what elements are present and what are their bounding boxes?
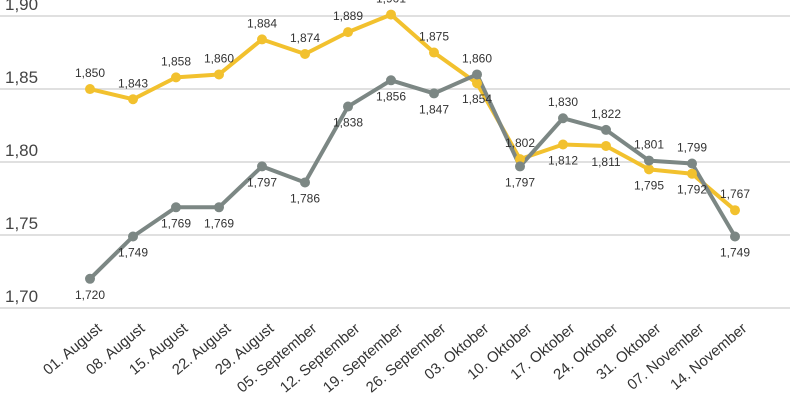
- value-label: 1,797: [505, 175, 535, 189]
- point: [300, 177, 310, 188]
- point: [601, 124, 611, 135]
- value-label: 1,720: [75, 288, 105, 302]
- point: [300, 49, 310, 60]
- point: [429, 88, 439, 99]
- value-label: 1,749: [118, 245, 148, 259]
- value-label: 1,889: [333, 9, 363, 23]
- point: [687, 168, 697, 179]
- value-label: 1,811: [591, 155, 620, 169]
- value-label: 1,802: [505, 136, 535, 150]
- point: [472, 78, 482, 89]
- value-label: 1,854: [462, 92, 492, 106]
- point: [644, 155, 654, 166]
- point: [644, 164, 654, 175]
- point: [730, 205, 740, 216]
- point: [343, 27, 353, 38]
- value-label: 1,901: [376, 0, 406, 6]
- value-label: 1,875: [419, 30, 449, 44]
- y-tick-label: 1,90: [5, 0, 38, 14]
- value-label: 1,830: [548, 95, 578, 109]
- value-label: 1,884: [247, 16, 277, 30]
- value-label: 1,850: [75, 66, 105, 80]
- point: [343, 101, 353, 112]
- value-label: 1,769: [204, 216, 234, 230]
- value-label: 1,797: [247, 175, 277, 189]
- point: [85, 273, 95, 284]
- series-line: [89, 12, 737, 212]
- value-label: 1,767: [720, 187, 750, 201]
- point: [386, 9, 396, 20]
- value-label: 1,858: [161, 54, 191, 68]
- series-line: [88, 72, 737, 281]
- value-label: 1,792: [677, 183, 707, 197]
- value-label: 1,812: [548, 154, 578, 168]
- point: [601, 140, 611, 151]
- point: [128, 94, 138, 105]
- value-label: 1,801: [634, 138, 664, 152]
- point: [257, 161, 267, 172]
- value-label: 1,847: [419, 102, 449, 116]
- point: [85, 84, 95, 95]
- point: [429, 47, 439, 58]
- point: [472, 69, 482, 80]
- y-tick-label: 1,70: [5, 287, 38, 306]
- y-tick-label: 1,75: [5, 214, 38, 233]
- point: [214, 202, 224, 213]
- value-label: 1,786: [290, 191, 320, 205]
- value-label: 1,799: [677, 140, 707, 154]
- point: [730, 231, 740, 242]
- point: [257, 34, 267, 45]
- value-label: 1,860: [462, 51, 492, 65]
- point: [128, 231, 138, 242]
- y-tick-label: 1,80: [5, 141, 38, 160]
- value-label: 1,856: [376, 89, 406, 103]
- point: [515, 154, 525, 165]
- point: [558, 113, 568, 124]
- y-tick-label: 1,85: [5, 68, 38, 87]
- value-label: 1,843: [118, 76, 148, 90]
- point: [687, 158, 697, 169]
- value-label: 1,874: [290, 31, 320, 45]
- value-label: 1,795: [634, 178, 664, 192]
- value-label: 1,838: [333, 116, 363, 130]
- point: [558, 139, 568, 150]
- point: [171, 202, 181, 213]
- x-tick-label: 14. November: [667, 320, 750, 394]
- value-label: 1,822: [591, 107, 621, 121]
- value-label: 1,749: [720, 245, 750, 259]
- value-label: 1,769: [161, 216, 191, 230]
- point: [171, 72, 181, 83]
- point: [515, 161, 525, 172]
- value-label: 1,860: [204, 51, 234, 65]
- point: [214, 69, 224, 80]
- point: [386, 75, 396, 86]
